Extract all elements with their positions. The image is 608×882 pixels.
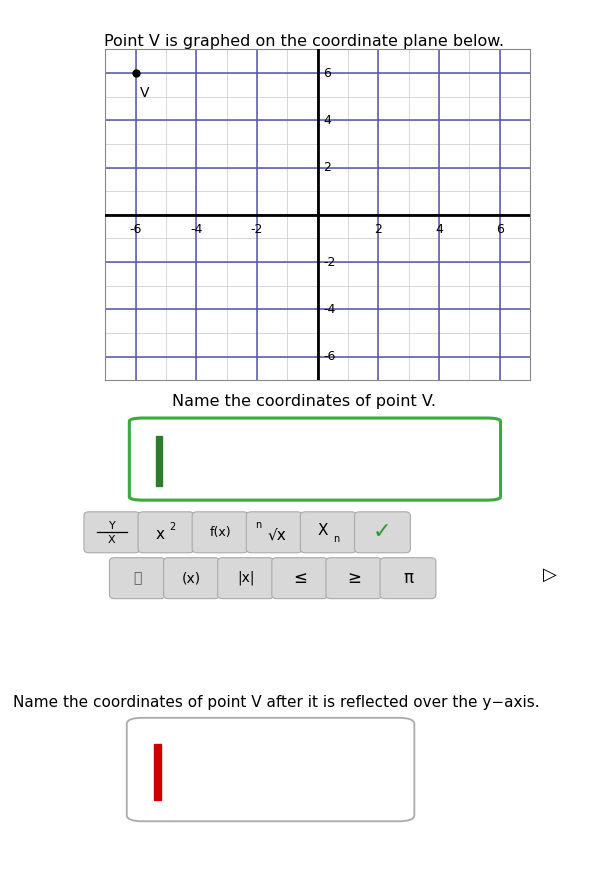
FancyBboxPatch shape [126, 718, 415, 821]
FancyBboxPatch shape [326, 557, 382, 599]
Text: 6: 6 [323, 66, 331, 79]
Text: ✓: ✓ [373, 522, 392, 542]
FancyBboxPatch shape [84, 512, 140, 553]
Text: -6: -6 [130, 223, 142, 236]
Text: Name the coordinates of point V after it is reflected over the y−axis.: Name the coordinates of point V after it… [13, 695, 540, 710]
FancyBboxPatch shape [380, 557, 436, 599]
FancyBboxPatch shape [246, 512, 302, 553]
Text: x: x [156, 527, 165, 542]
Text: 🗑: 🗑 [133, 572, 142, 585]
Text: 4: 4 [323, 114, 331, 127]
Text: ≤: ≤ [293, 569, 306, 587]
Text: √x: √x [268, 527, 286, 542]
Text: -6: -6 [323, 350, 336, 363]
Text: -2: -2 [323, 256, 336, 268]
Text: 6: 6 [496, 223, 504, 236]
Text: X: X [317, 523, 328, 538]
Text: π: π [403, 569, 413, 587]
Text: 2: 2 [170, 521, 176, 532]
Text: |x|: |x| [237, 571, 254, 586]
Text: V: V [140, 86, 150, 100]
FancyBboxPatch shape [109, 557, 165, 599]
Text: f(x): f(x) [209, 526, 231, 539]
Text: 4: 4 [435, 223, 443, 236]
Text: 2: 2 [323, 161, 331, 174]
FancyBboxPatch shape [192, 512, 248, 553]
FancyBboxPatch shape [138, 512, 194, 553]
Bar [154, 744, 161, 800]
Text: n: n [255, 520, 261, 530]
Bar [156, 436, 162, 486]
Text: -4: -4 [323, 303, 336, 316]
Text: ▷: ▷ [544, 566, 557, 584]
Text: n: n [333, 534, 339, 544]
FancyBboxPatch shape [218, 557, 274, 599]
FancyBboxPatch shape [272, 557, 328, 599]
FancyBboxPatch shape [164, 557, 219, 599]
Text: 2: 2 [375, 223, 382, 236]
Text: X: X [108, 534, 116, 545]
FancyBboxPatch shape [130, 418, 500, 500]
Text: ≥: ≥ [347, 569, 361, 587]
Text: -2: -2 [250, 223, 263, 236]
Text: Point V is graphed on the coordinate plane below.: Point V is graphed on the coordinate pla… [104, 34, 504, 49]
Text: -4: -4 [190, 223, 202, 236]
FancyBboxPatch shape [354, 512, 410, 553]
Text: Y: Y [108, 521, 116, 531]
Text: Name the coordinates of point V.: Name the coordinates of point V. [172, 394, 436, 409]
Text: (x): (x) [182, 572, 201, 585]
FancyBboxPatch shape [300, 512, 356, 553]
